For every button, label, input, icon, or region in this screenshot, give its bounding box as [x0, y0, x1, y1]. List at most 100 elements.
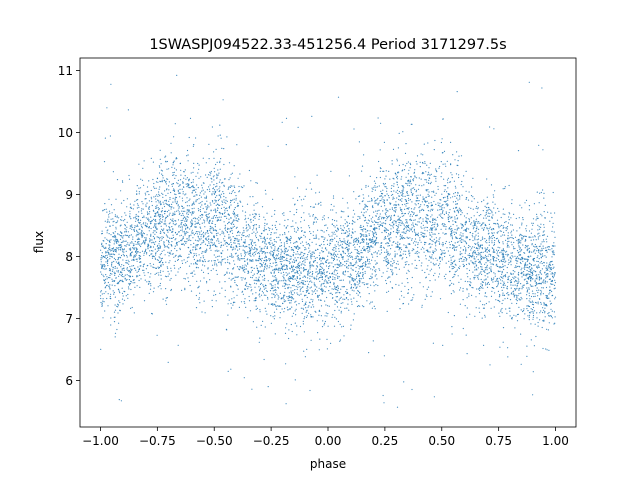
data-point: [101, 273, 103, 275]
data-point: [506, 246, 508, 248]
data-point: [426, 295, 428, 298]
data-point: [236, 294, 238, 296]
data-point: [168, 185, 170, 187]
data-point: [342, 197, 344, 199]
data-point: [346, 307, 348, 309]
data-point: [434, 223, 436, 226]
data-point: [493, 259, 495, 261]
data-point: [222, 99, 224, 101]
data-point: [441, 212, 444, 214]
data-point: [284, 268, 287, 270]
data-point: [484, 223, 486, 226]
data-point: [400, 255, 402, 257]
data-point: [335, 292, 337, 294]
data-point: [322, 320, 324, 322]
data-point: [403, 381, 405, 383]
data-point: [449, 215, 451, 217]
data-point: [253, 225, 255, 227]
data-point: [541, 262, 543, 265]
data-point: [548, 278, 551, 280]
data-point: [261, 270, 263, 272]
data-point: [506, 243, 508, 245]
data-point: [249, 254, 251, 256]
data-point: [215, 163, 217, 166]
data-point: [511, 234, 513, 236]
data-point: [503, 287, 505, 289]
data-point: [312, 299, 314, 301]
data-point: [521, 224, 523, 226]
data-point: [469, 238, 471, 241]
data-point: [249, 226, 251, 228]
data-point: [352, 269, 354, 271]
data-point: [301, 300, 304, 302]
data-point: [230, 241, 232, 243]
data-point: [271, 266, 273, 268]
data-point: [543, 226, 545, 228]
data-point: [304, 249, 306, 251]
data-point: [106, 251, 108, 253]
data-point: [334, 309, 336, 312]
data-point: [373, 232, 375, 235]
data-point: [211, 264, 214, 266]
data-point: [471, 234, 473, 236]
data-point: [465, 241, 467, 244]
data-point: [296, 279, 298, 281]
data-point: [346, 246, 348, 248]
data-point: [147, 190, 149, 193]
data-point: [212, 201, 214, 203]
data-point: [182, 210, 185, 212]
data-point: [350, 242, 352, 244]
data-point: [476, 275, 478, 277]
data-point: [507, 294, 509, 296]
data-point: [298, 265, 300, 268]
data-point: [527, 310, 529, 312]
data-point: [216, 185, 218, 187]
data-point: [305, 241, 307, 243]
data-point: [403, 232, 405, 234]
data-point: [358, 279, 360, 281]
data-point: [163, 228, 165, 230]
data-point: [216, 209, 219, 211]
data-point: [476, 269, 478, 271]
data-point: [456, 214, 458, 216]
data-point: [415, 191, 417, 193]
data-point: [158, 165, 160, 167]
data-point: [223, 238, 225, 240]
data-point: [407, 269, 409, 271]
data-point: [551, 216, 553, 219]
data-point: [532, 285, 534, 287]
data-point: [377, 221, 379, 224]
data-point: [265, 243, 267, 245]
data-point: [267, 242, 270, 244]
data-point: [423, 143, 425, 145]
data-point: [431, 291, 433, 293]
data-point: [306, 258, 308, 260]
data-point: [473, 220, 475, 222]
data-point: [420, 226, 422, 228]
data-point: [518, 298, 520, 300]
data-point: [304, 276, 307, 278]
data-point: [506, 226, 509, 228]
data-point: [252, 196, 254, 198]
data-point: [367, 259, 369, 261]
data-point: [362, 269, 364, 271]
data-point: [479, 262, 481, 264]
data-point: [542, 347, 544, 350]
data-point: [153, 242, 155, 244]
data-point: [174, 211, 176, 213]
data-point: [399, 233, 402, 236]
data-point: [172, 229, 174, 231]
data-point: [491, 237, 493, 240]
data-point: [136, 230, 138, 233]
data-point: [475, 265, 477, 267]
data-point: [341, 243, 343, 245]
data-point: [237, 243, 239, 245]
data-point: [532, 278, 534, 280]
data-point: [300, 199, 302, 201]
data-point: [294, 242, 296, 244]
data-point: [511, 224, 513, 226]
data-point: [144, 192, 146, 194]
data-point: [315, 236, 317, 238]
data-point: [474, 252, 476, 254]
data-point: [145, 217, 147, 219]
